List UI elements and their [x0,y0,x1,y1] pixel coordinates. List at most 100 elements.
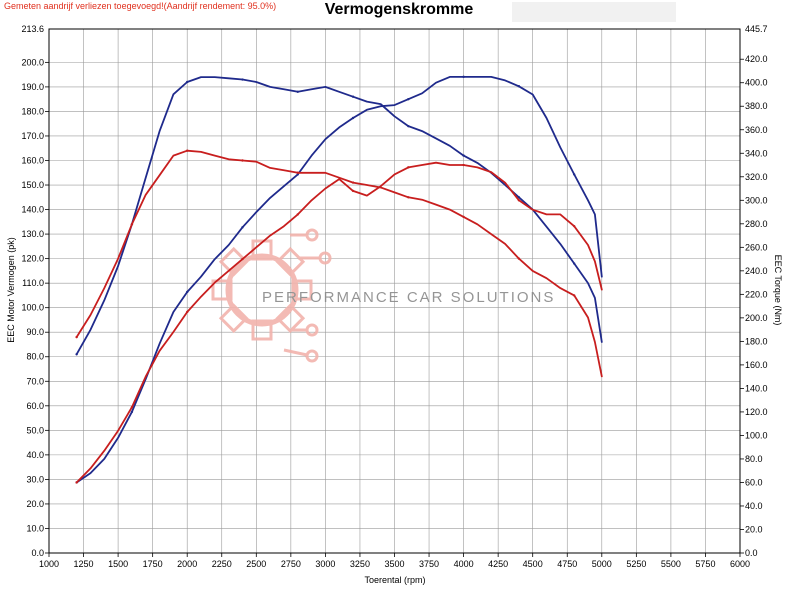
y-tick-label: 10.0 [26,523,44,533]
series-point-power_tuned [407,124,410,128]
logo-circuit-node [305,323,319,337]
x-axis-label: Toerental (rpm) [364,575,425,585]
logo-gear-tooth [275,246,306,277]
y-top-tick-label: 213.6 [21,24,44,34]
x-tick-label: 2000 [177,559,197,569]
series-point-power_tuned [517,196,521,199]
x-tick-label: 4000 [454,559,474,569]
series-point-power_stock [462,215,465,219]
y-tick-label: 140.0 [21,205,44,215]
logo-circuit-line [283,348,308,357]
series-point-power_tuned [75,353,78,356]
y-tick-label: 170.0 [21,131,44,141]
series-point-torque_tuned [462,75,465,79]
series-point-torque_tuned [296,173,299,176]
y-tick-label: 0.0 [31,548,44,558]
y2-tick-label: 220.0 [745,289,768,299]
y2-tick-label: 160.0 [745,360,768,370]
y-tick-label: 30.0 [26,474,44,484]
series-line-torque_tuned [75,76,603,484]
series-point-power_tuned [241,78,244,81]
series-point-torque_tuned [186,290,189,294]
series-line-power_stock [75,149,603,378]
y2-tick-label: 380.0 [745,101,768,111]
series-point-power_stock [407,196,410,199]
y-tick-label: 190.0 [21,82,44,92]
series-point-power_stock [351,181,355,184]
x-tick-label: 4500 [523,559,543,569]
logo-circuit-node [305,349,319,363]
y2-axis-ticks: 0.0 20.0 40.0 60.0 80.0 100.0 120.0 140.0 160.0 1… [740,24,768,558]
series-point-torque_stock [351,189,355,193]
y-tick-label: 20.0 [26,499,44,509]
x-tick-label: 2250 [212,559,232,569]
series-point-power_stock [241,159,244,162]
logo-gear-tooth [251,319,273,341]
y2-tick-label: 240.0 [745,266,768,276]
series-point-power_tuned [351,95,355,98]
y-tick-label: 40.0 [26,450,44,460]
y2-tick-label: 360.0 [745,125,768,135]
y2-tick-label: 120.0 [745,407,768,417]
y-tick-label: 200.0 [21,57,44,67]
y2-axis-label: EEC Torque (Nm) [773,255,783,326]
series-point-power_stock [75,335,78,339]
series-point-torque_stock [75,481,78,484]
logo-circuit-node [318,251,332,265]
y2-tick-label: 260.0 [745,242,768,252]
logo-gear-tooth [218,246,249,277]
logo-gear-tooth [291,279,313,301]
logo-circuit-node [305,228,319,242]
series-point-power_tuned [572,262,576,265]
series-point-power_tuned [186,80,189,84]
y2-tick-label: 100.0 [745,430,768,440]
drive-loss-notice: Gemeten aandrijf verliezen toegevoegd!(A… [4,1,277,11]
x-tick-label: 3250 [350,559,370,569]
y2-tick-label: 200.0 [745,313,768,323]
series-point-torque_stock [407,166,410,169]
series-point-torque_stock [130,406,134,409]
series-point-power_tuned [462,154,465,157]
series-point-torque_tuned [517,85,521,88]
series-line-torque_stock [75,161,603,484]
y-tick-label: 120.0 [21,254,44,264]
series-point-power_stock [517,257,521,260]
y-tick-label: 50.0 [26,425,44,435]
x-tick-label: 3000 [315,559,335,569]
y2-tick-label: 300.0 [745,195,768,205]
x-tick-label: 1500 [108,559,128,569]
series-point-torque_stock [241,257,244,261]
series-point-power_stock [572,294,576,297]
x-tick-label: 5750 [695,559,715,569]
x-tick-label: 1250 [74,559,94,569]
gear-circuit-logo-icon [211,228,332,363]
y-tick-label: 160.0 [21,155,44,165]
y-axis-label: EEC Motor Vermogen (pk) [6,237,16,343]
x-tick-label: 5000 [592,559,612,569]
y-tick-label: 80.0 [26,352,44,362]
y2-tick-label: 320.0 [745,172,768,182]
x-tick-label: 3750 [419,559,439,569]
series-point-torque_stock [572,224,576,228]
series-point-power_stock [130,223,134,226]
logo-gear-tooth [211,279,233,301]
x-tick-label: 1000 [39,559,59,569]
y-tick-label: 130.0 [21,229,44,239]
y2-tick-label: 40.0 [745,501,763,511]
x-tick-label: 5500 [661,559,681,569]
series-point-torque_tuned [407,97,410,101]
watermark-text: PERFORMANCE CAR SOLUTIONS [262,289,555,306]
x-tick-label: 5250 [626,559,646,569]
series-point-power_stock [296,171,299,174]
y2-tick-label: 400.0 [745,78,768,88]
chart-title: Vermogenskromme [324,1,474,18]
series-point-torque_stock [296,213,299,216]
y-tick-label: 180.0 [21,106,44,116]
x-tick-label: 2750 [281,559,301,569]
y2-tick-label: 80.0 [745,454,763,464]
x-tick-label: 1750 [143,559,163,569]
y2-tick-label: 140.0 [745,383,768,393]
y-tick-label: 90.0 [26,327,44,337]
